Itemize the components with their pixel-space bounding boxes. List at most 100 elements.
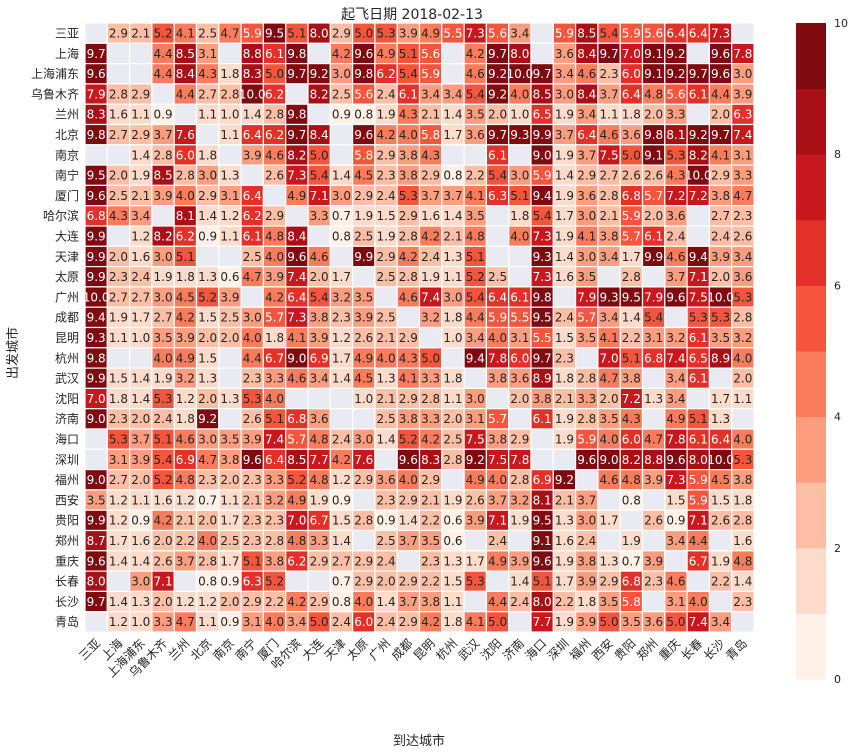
heatmap-cell <box>686 570 710 592</box>
cell-value-label: 2.9 <box>577 169 596 183</box>
cell-value-label: 9.8 <box>287 108 306 122</box>
cell-value-label: 3.0 <box>577 250 596 264</box>
heatmap-cell <box>240 286 265 308</box>
cell-value-label: 1.4 <box>332 372 351 386</box>
heatmap-cell <box>731 611 755 633</box>
cell-value-label: 1.4 <box>443 209 462 223</box>
cell-value-label: 1.6 <box>131 534 150 548</box>
cell-value-label: 3.0 <box>332 189 351 203</box>
cell-value-label: 6.2 <box>287 554 306 568</box>
cell-value-label: 7.0 <box>622 47 641 61</box>
cell-value-label: 5.3 <box>399 189 418 203</box>
cell-value-label: 6.8 <box>287 412 306 426</box>
cell-value-label: 9.8 <box>87 128 106 142</box>
cell-value-label: 1.9 <box>154 372 173 386</box>
heatmap-cell <box>285 570 309 592</box>
cell-value-label: 2.9 <box>310 595 329 609</box>
cell-value-label: 3.0 <box>243 311 262 325</box>
cell-value-label: 2.9 <box>399 493 418 507</box>
cell-value-label: 2.1 <box>176 514 195 528</box>
cell-value-label: 2.6 <box>644 514 663 528</box>
cell-value-label: 2.8 <box>577 412 596 426</box>
cell-value-label: 1.9 <box>555 108 574 122</box>
cell-value-label: 2.7 <box>109 290 128 304</box>
cell-value-label: 4.4 <box>154 47 173 61</box>
cell-value-label: 3.4 <box>131 209 150 223</box>
heatmap-cell <box>129 62 153 85</box>
cell-value-label: 4.8 <box>287 534 306 548</box>
cell-value-label: 5.1 <box>287 26 306 40</box>
cell-value-label: 3.0 <box>354 432 373 446</box>
heatmap-cell <box>530 448 554 471</box>
cell-value-label: 3.6 <box>733 270 752 284</box>
cell-value-label: 1.8 <box>510 209 529 223</box>
cell-value-label: 9.6 <box>533 554 552 568</box>
heatmap-cell <box>441 144 465 166</box>
cell-value-label: 1.5 <box>443 575 462 589</box>
cell-value-label: 3.7 <box>399 534 418 548</box>
cell-value-label: 4.1 <box>600 331 619 345</box>
cell-value-label: 2.6 <box>154 554 173 568</box>
heatmap-cell <box>352 266 376 288</box>
cell-value-label: 8.4 <box>310 128 329 142</box>
cell-value-label: 5.1 <box>176 250 195 264</box>
cell-value-label: 3.1 <box>510 331 529 345</box>
cell-value-label: 2.9 <box>421 473 440 487</box>
cell-value-label: 8.1 <box>176 209 195 223</box>
x-tick-label: 郑州 <box>633 636 661 664</box>
cell-value-label: 7.3 <box>466 26 485 40</box>
cell-value-label: 1.8 <box>443 372 462 386</box>
cell-value-label: 2.3 <box>109 270 128 284</box>
cell-value-label: 2.6 <box>243 412 262 426</box>
cell-value-label: 9.6 <box>666 290 685 304</box>
cell-value-label: 6.9 <box>176 453 195 467</box>
cell-value-label: 5.1 <box>399 47 418 61</box>
cell-value-label: 2.3 <box>198 473 217 487</box>
cell-value-label: 0.8 <box>354 108 373 122</box>
cell-value-label: 4.8 <box>176 473 195 487</box>
cell-value-label: 2.3 <box>555 351 574 365</box>
cell-value-label: 3.0 <box>577 514 596 528</box>
heatmap-cell <box>106 144 131 166</box>
cell-value-label: 1.2 <box>220 209 239 223</box>
cell-value-label: 3.9 <box>265 270 284 284</box>
cell-value-label: 8.8 <box>644 453 663 467</box>
cell-value-label: 3.9 <box>733 87 752 101</box>
cell-value-label: 9.8 <box>287 47 306 61</box>
cell-value-label: 8.2 <box>622 453 641 467</box>
cell-value-label: 5.5 <box>443 26 462 40</box>
cell-value-label: 2.4 <box>577 534 596 548</box>
cell-value-label: 3.7 <box>488 493 507 507</box>
cell-value-label: 2.9 <box>265 209 284 223</box>
cell-value-label: 1.9 <box>555 615 574 629</box>
cell-value-label: 5.2 <box>265 575 284 589</box>
cell-value-label: 8.0 <box>510 47 529 61</box>
heatmap-cell <box>619 509 644 532</box>
cell-value-label: 1.2 <box>176 493 195 507</box>
cell-value-label: 5.3 <box>666 148 685 162</box>
heatmap-cell <box>329 144 354 166</box>
heatmap-cell <box>374 448 398 471</box>
cell-value-label: 1.3 <box>198 372 217 386</box>
cell-value-label: 9.2 <box>666 47 685 61</box>
cell-value-label: 0.9 <box>220 575 239 589</box>
cell-value-label: 4.8 <box>310 473 329 487</box>
cell-value-label: 9.2 <box>488 87 507 101</box>
cell-value-label: 3.5 <box>466 108 485 122</box>
cell-value-label: 2.5 <box>377 311 396 325</box>
cell-value-label: 2.5 <box>443 432 462 446</box>
cell-value-label: 2.8 <box>198 554 217 568</box>
cell-value-label: 4.9 <box>488 554 507 568</box>
cell-value-label: 1.4 <box>131 372 150 386</box>
cell-value-label: 3.4 <box>310 372 329 386</box>
cell-value-label: 4.6 <box>666 250 685 264</box>
cell-value-label: 3.3 <box>265 473 284 487</box>
cell-value-label: 1.5 <box>198 311 217 325</box>
cell-value-label: 2.9 <box>711 169 730 183</box>
cell-value-label: 1.7 <box>332 270 351 284</box>
cell-value-label: 7.5 <box>600 148 619 162</box>
cell-value-label: 1.8 <box>176 270 195 284</box>
cell-value-label: 0.9 <box>131 514 150 528</box>
cell-value-label: 1.4 <box>377 432 396 446</box>
cell-value-label: 4.2 <box>265 290 284 304</box>
